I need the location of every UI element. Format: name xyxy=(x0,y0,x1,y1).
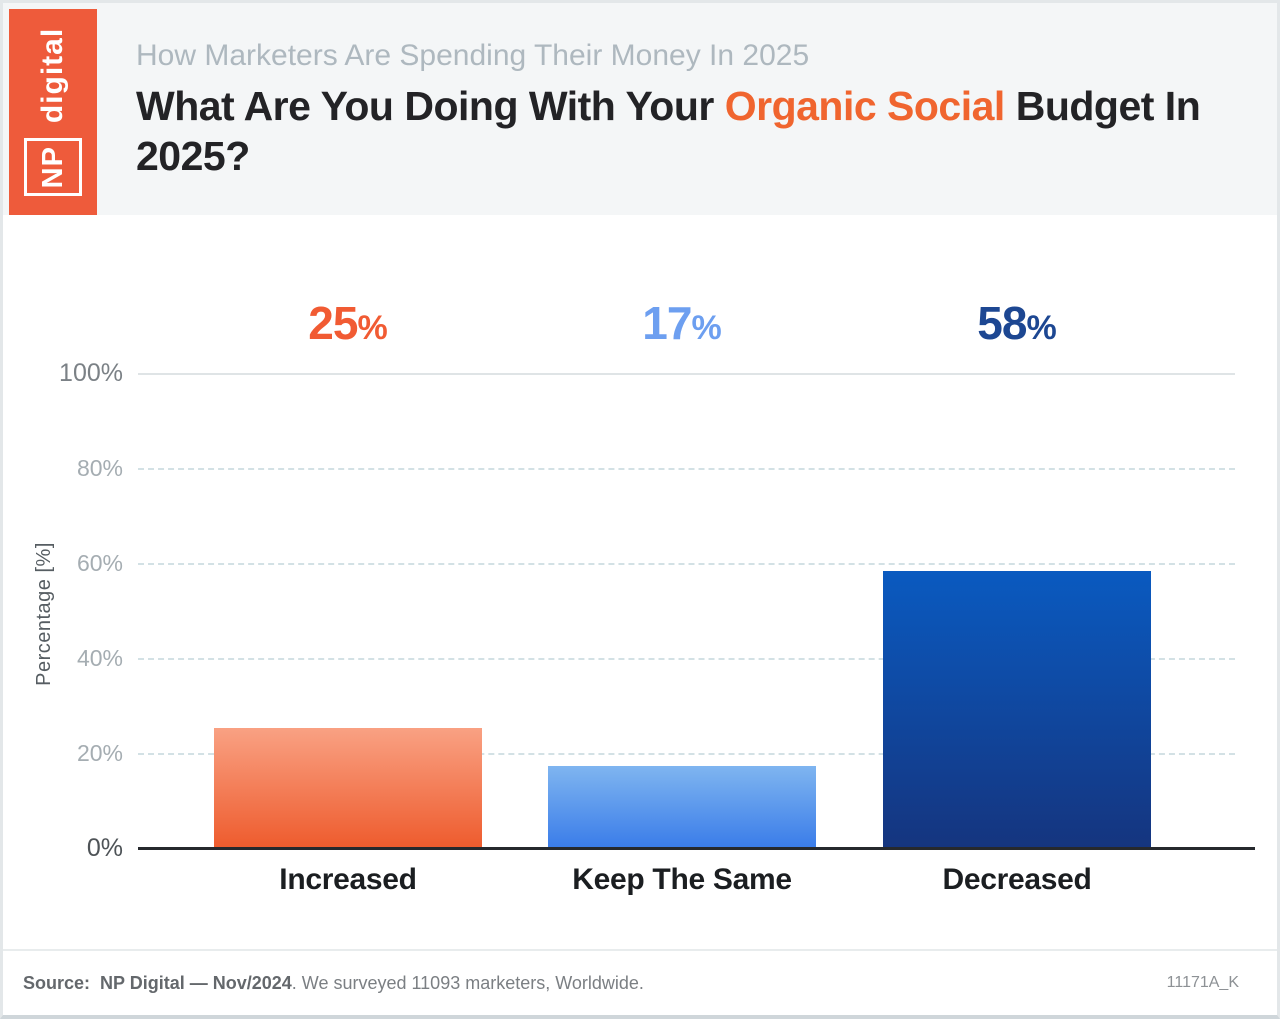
header-text: How Marketers Are Spending Their Money I… xyxy=(136,39,1216,181)
ytick-60: 60% xyxy=(76,550,123,576)
plot-area xyxy=(138,373,1255,850)
value-number: 17 xyxy=(642,297,692,349)
source-main: NP Digital — Nov/2024 xyxy=(100,972,292,993)
category-label-decreased: Decreased xyxy=(942,863,1092,896)
chart-kicker: How Marketers Are Spending Their Money I… xyxy=(136,39,810,72)
gridline-20 xyxy=(138,753,1235,755)
percent-sign: % xyxy=(357,309,388,347)
bar-keep-the-same xyxy=(548,766,816,847)
title-suffix: Budget In 2025? xyxy=(136,83,1201,180)
gridline-100 xyxy=(138,373,1235,375)
title-prefix: What Are You Doing With Your xyxy=(136,83,725,129)
header: How Marketers Are Spending Their Money I… xyxy=(3,3,1277,215)
category-label-keep-the-same: Keep The Same xyxy=(572,863,792,896)
logo-rotated-content: NP digital xyxy=(9,9,97,215)
ytick-0: 0% xyxy=(86,834,123,862)
y-axis-title: Percentage [%] xyxy=(33,542,55,686)
value-label-keep-the-same: 17% xyxy=(548,296,816,352)
gridline-60 xyxy=(138,563,1235,565)
value-label-decreased: 58% xyxy=(883,296,1151,352)
percent-sign: % xyxy=(1026,309,1057,347)
bar-increased xyxy=(214,728,482,847)
category-label-increased: Increased xyxy=(279,863,417,896)
chart-title: What Are You Doing With Your Organic Soc… xyxy=(136,81,1216,181)
value-label-increased: 25% xyxy=(214,296,482,352)
value-number: 58 xyxy=(977,297,1027,349)
logo-wordmark: digital xyxy=(36,27,69,124)
source-note: Source: NP Digital — Nov/2024. We survey… xyxy=(23,973,644,994)
x-axis-line xyxy=(138,847,1255,850)
reference-code: 11171A_K xyxy=(1166,974,1239,991)
footer: Source: NP Digital — Nov/2024. We survey… xyxy=(3,949,1277,1015)
gridline-40 xyxy=(138,658,1235,660)
bar-decreased xyxy=(883,571,1151,847)
ytick-100: 100% xyxy=(59,359,123,387)
ytick-20: 20% xyxy=(76,740,123,766)
source-label: Source: xyxy=(23,972,91,993)
np-digital-logo: NP digital xyxy=(9,9,97,215)
gridline-80 xyxy=(138,468,1235,470)
title-highlight: Organic Social xyxy=(724,83,1006,129)
value-number: 25 xyxy=(308,297,358,349)
np-logo-mark: NP xyxy=(24,138,82,197)
source-rest: . We surveyed 11093 marketers, Worldwide… xyxy=(291,972,644,993)
ytick-40: 40% xyxy=(76,645,123,671)
ytick-80: 80% xyxy=(76,455,123,481)
percent-sign: % xyxy=(691,309,722,347)
